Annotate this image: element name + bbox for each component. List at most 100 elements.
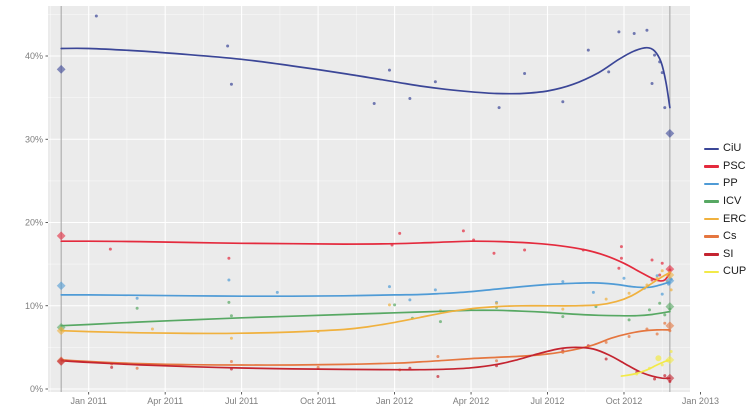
- poll-point-ICV: [561, 315, 565, 319]
- poll-point-PSC: [108, 247, 112, 251]
- poll-point-ICV: [229, 314, 233, 318]
- x-tick-label: Apr 2011: [147, 396, 183, 406]
- legend-swatch-ERC: [704, 217, 719, 221]
- poll-point-CiU: [372, 101, 376, 105]
- poll-point-CiU: [226, 44, 230, 48]
- y-tick-label: 0%: [30, 384, 43, 394]
- legend-swatch-CiU: [704, 147, 719, 151]
- legend-label-CiU: CiU: [723, 142, 742, 155]
- x-tick-label: Jan 2011: [71, 396, 107, 406]
- trend-line-ERC: [60, 271, 671, 335]
- election-2010-result-CiU: [56, 64, 66, 74]
- poll-point-SI: [653, 377, 657, 381]
- poll-point-PSC: [227, 256, 231, 260]
- poll-point-CiU: [433, 80, 437, 84]
- y-tick-label: 40%: [25, 51, 43, 61]
- poll-point-ICV: [227, 300, 231, 304]
- poll-point-CiU: [94, 14, 98, 18]
- legend-label-CUP: CUP: [723, 265, 747, 278]
- legend-swatch-CUP: [704, 270, 719, 274]
- poll-point-PSC: [619, 256, 623, 260]
- poll-point-ICV: [647, 308, 651, 312]
- trend-line-CUP: [620, 359, 671, 377]
- poll-point-ERC: [150, 327, 154, 331]
- poll-point-ERC: [495, 301, 499, 305]
- poll-point-ICV: [663, 313, 667, 317]
- poll-point-CiU: [650, 81, 654, 85]
- poll-point-PP: [660, 292, 664, 296]
- poll-point-ICV: [658, 301, 662, 305]
- y-tick-label: 10%: [25, 301, 43, 311]
- legend-swatch-Cs: [704, 235, 719, 239]
- poll-point-SI: [663, 374, 667, 378]
- poll-point-ERC: [229, 336, 233, 340]
- poll-point-PSC: [461, 229, 465, 233]
- legend-swatch-SI: [704, 253, 719, 256]
- legend-swatch-PP: [704, 182, 719, 186]
- x-tick-label: Jan 2012: [376, 396, 413, 406]
- trend-line-CiU: [60, 46, 671, 109]
- legend-entry-ERC: ERC: [704, 210, 746, 228]
- x-tick-label: Oct 2012: [606, 396, 643, 406]
- election-2012-result-PP: [665, 276, 675, 286]
- poll-point-PP: [275, 290, 279, 294]
- poll-point-PSC: [650, 258, 654, 262]
- poll-point-ICV: [627, 318, 631, 322]
- poll-point-CiU: [653, 53, 657, 57]
- poll-point-Cs: [663, 321, 667, 325]
- legend-entry-PSC: PSC: [704, 158, 746, 176]
- y-tick-label: 20%: [25, 218, 43, 228]
- poll-point-PSC: [523, 248, 527, 252]
- poll-point-Cs: [604, 340, 608, 344]
- poll-point-SI: [436, 375, 440, 379]
- poll-point-Cs: [135, 366, 139, 370]
- poll-point-CUP: [655, 355, 662, 362]
- poll-point-PP: [591, 290, 595, 294]
- poll-point-CiU: [561, 100, 565, 104]
- legend-entry-ICV: ICV: [704, 193, 746, 211]
- poll-point-PP: [408, 298, 412, 302]
- poll-point-ERC: [387, 303, 391, 307]
- poll-point-PP: [227, 278, 231, 282]
- poll-point-PP: [622, 276, 626, 280]
- chart-legend: CiU PSC PP ICV ERC Cs SI CUP: [704, 140, 746, 281]
- poll-point-PSC: [619, 245, 623, 249]
- poll-point-ERC: [627, 291, 631, 295]
- poll-point-CiU: [387, 68, 391, 72]
- legend-label-SI: SI: [723, 247, 734, 260]
- poll-point-PP: [387, 285, 391, 289]
- poll-point-CiU: [617, 30, 621, 34]
- poll-point-ICV: [438, 320, 442, 324]
- plot-panel: [48, 6, 690, 392]
- poll-point-PP: [561, 280, 565, 284]
- election-2012-result-SI: [665, 373, 675, 383]
- poll-point-Cs: [316, 365, 320, 369]
- poll-point-SI: [604, 357, 608, 361]
- election-2010-result-PP: [56, 281, 66, 291]
- legend-label-ERC: ERC: [723, 212, 747, 225]
- poll-point-Cs: [229, 360, 233, 364]
- poll-point-PSC: [658, 273, 662, 277]
- y-tick-label: 30%: [25, 134, 43, 144]
- election-2010-result-SI: [56, 357, 66, 366]
- poll-point-ERC: [669, 288, 673, 292]
- election-2012-result-CiU: [665, 129, 675, 138]
- trend-line-Cs: [60, 328, 671, 366]
- election-2012-result-CUP: [665, 355, 675, 365]
- legend-label-PP: PP: [723, 177, 738, 190]
- poll-point-CiU: [586, 48, 590, 52]
- legend-entry-PP: PP: [704, 175, 746, 193]
- poll-point-CiU: [645, 28, 649, 32]
- poll-point-PP: [433, 288, 437, 292]
- poll-point-CUP: [669, 350, 673, 354]
- legend-label-ICV: ICV: [723, 195, 742, 208]
- x-tick-label: Apr 2012: [453, 396, 490, 406]
- poll-point-SI: [110, 365, 114, 369]
- election-2010-result-ERC: [56, 326, 66, 336]
- poll-point-ERC: [604, 297, 608, 301]
- x-tick-label: Jul 2011: [225, 396, 258, 406]
- election-2012-result-ICV: [665, 302, 675, 311]
- poll-point-CiU: [523, 71, 527, 75]
